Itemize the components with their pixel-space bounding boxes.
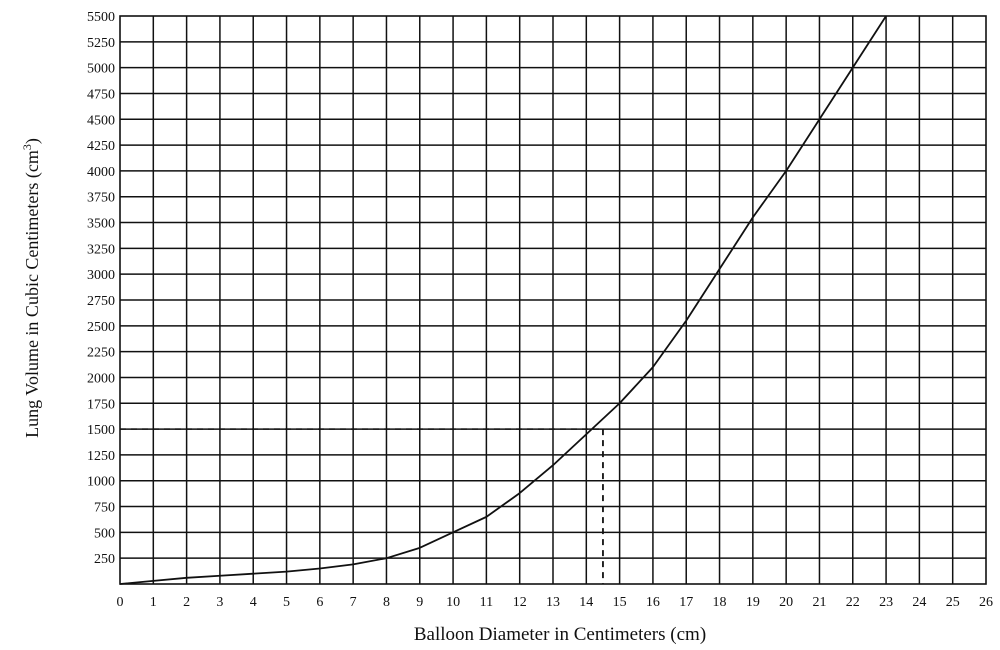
x-tick-label: 10 xyxy=(446,595,460,610)
x-tick-label: 16 xyxy=(646,595,660,610)
x-tick-labels: 0 1 2 3 4 5 6 7 8 9 10 11 12 13 14 15 16 17 18 19 20 21 22 23 24… xyxy=(117,595,994,610)
x-tick-label: 19 xyxy=(746,595,760,610)
x-tick-label: 21 xyxy=(812,595,826,610)
x-tick-label: 23 xyxy=(879,595,893,610)
y-tick-label: 4000 xyxy=(87,165,115,180)
y-tick-label: 3000 xyxy=(87,268,115,283)
y-tick-label: 2500 xyxy=(87,320,115,335)
y-axis-label: Lung Volume in Cubic Centimeters (cm3) xyxy=(20,138,43,438)
y-tick-label: 1250 xyxy=(87,449,115,464)
y-tick-label: 1500 xyxy=(87,423,115,438)
x-tick-label: 4 xyxy=(250,595,257,610)
x-tick-label: 5 xyxy=(283,595,290,610)
x-tick-label: 20 xyxy=(779,595,793,610)
x-tick-label: 12 xyxy=(513,595,527,610)
x-tick-label: 0 xyxy=(117,595,124,610)
x-tick-label: 7 xyxy=(350,595,357,610)
x-axis-label: Balloon Diameter in Centimeters (cm) xyxy=(414,624,706,645)
y-tick-label: 4250 xyxy=(87,139,115,154)
x-tick-label: 14 xyxy=(579,595,593,610)
y-tick-label: 5250 xyxy=(87,36,115,51)
grid xyxy=(119,15,987,585)
x-tick-label: 17 xyxy=(679,595,693,610)
x-tick-label: 18 xyxy=(713,595,727,610)
series-layer xyxy=(119,15,887,585)
y-tick-label: 2000 xyxy=(87,371,115,386)
y-tick-label: 4750 xyxy=(87,87,115,102)
y-tick-label: 500 xyxy=(94,526,115,541)
y-tick-label: 1750 xyxy=(87,397,115,412)
x-tick-label: 2 xyxy=(183,595,190,610)
x-tick-label: 13 xyxy=(546,595,560,610)
y-tick-labels: 250 500 750 1000 1250 1500 1750 2000 2250 2500 275… xyxy=(87,10,115,567)
y-tick-label: 3750 xyxy=(87,191,115,206)
y-tick-label: 5000 xyxy=(87,62,115,77)
x-tick-label: 22 xyxy=(846,595,860,610)
y-tick-label: 3250 xyxy=(87,242,115,257)
y-tick-label: 3500 xyxy=(87,217,115,232)
x-tick-label: 26 xyxy=(979,595,993,610)
y-tick-label: 750 xyxy=(94,501,115,516)
x-tick-label: 8 xyxy=(383,595,390,610)
y-tick-label: 2750 xyxy=(87,294,115,309)
x-tick-label: 15 xyxy=(613,595,627,610)
reference-lines xyxy=(120,428,604,584)
y-tick-label: 4500 xyxy=(87,113,115,128)
x-tick-label: 11 xyxy=(480,595,493,610)
y-tick-label: 5500 xyxy=(87,10,115,25)
x-tick-label: 1 xyxy=(150,595,157,610)
x-tick-label: 25 xyxy=(946,595,960,610)
y-tick-label: 1000 xyxy=(87,475,115,490)
x-tick-label: 6 xyxy=(316,595,323,610)
series-line xyxy=(119,15,887,585)
x-tick-label: 9 xyxy=(416,595,423,610)
y-tick-label: 250 xyxy=(94,552,115,567)
x-tick-label: 24 xyxy=(912,595,926,610)
y-tick-label: 2250 xyxy=(87,346,115,361)
x-tick-label: 3 xyxy=(216,595,223,610)
